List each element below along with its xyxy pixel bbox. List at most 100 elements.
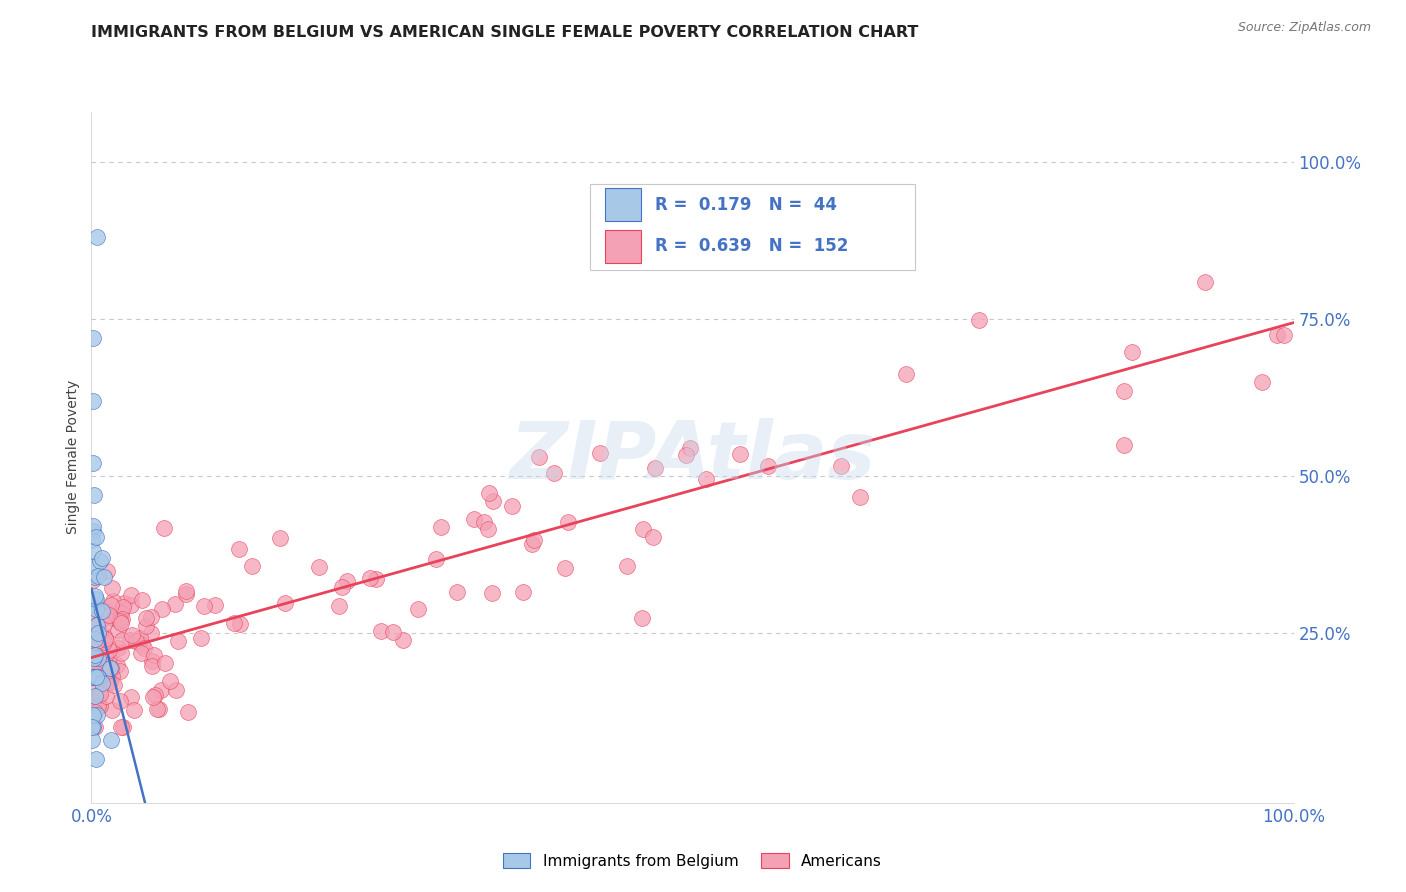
Point: [204, 598, 226, 612]
Point: [94, 649, 117, 664]
Point: [728, 447, 751, 461]
Point: [557, 515, 579, 529]
Point: [336, 574, 359, 589]
Point: [527, 450, 550, 465]
Point: [82, 519, 104, 533]
Point: [153, 521, 176, 535]
Point: [131, 592, 153, 607]
Point: [84, 648, 107, 662]
Point: [84, 720, 107, 734]
Point: [1121, 344, 1143, 359]
Point: [86, 640, 108, 654]
Point: [83, 664, 105, 678]
Point: [849, 490, 872, 504]
Point: [522, 537, 544, 551]
Point: [83, 632, 105, 646]
Point: [308, 560, 330, 574]
Point: [370, 624, 392, 638]
Point: [83, 648, 105, 662]
Point: [141, 655, 163, 669]
Point: [523, 533, 546, 548]
Point: [87, 698, 110, 713]
Point: [644, 461, 666, 475]
Point: [135, 619, 157, 633]
Point: [100, 703, 122, 717]
Point: [84, 618, 107, 632]
Point: [1251, 376, 1274, 390]
Point: [631, 610, 654, 624]
Point: [87, 670, 110, 684]
Point: [616, 559, 638, 574]
Point: [1194, 275, 1216, 289]
Point: [111, 599, 134, 614]
Point: [96, 564, 118, 578]
Bar: [605, 230, 641, 263]
Point: [125, 633, 148, 648]
Point: [149, 683, 172, 698]
Point: [101, 581, 124, 595]
Point: [84, 570, 107, 584]
Point: [193, 599, 215, 614]
Point: [177, 706, 200, 720]
Point: [103, 611, 125, 625]
Point: [100, 661, 122, 675]
Point: [83, 670, 105, 684]
Point: [82, 670, 104, 684]
Point: [100, 661, 122, 675]
Point: [120, 588, 142, 602]
Point: [86, 626, 108, 640]
Point: [82, 609, 104, 624]
Point: [477, 522, 499, 536]
Point: [110, 647, 132, 661]
Point: [93, 570, 115, 584]
Point: [98, 608, 121, 623]
Point: [83, 705, 105, 719]
Text: R =  0.179   N =  44: R = 0.179 N = 44: [655, 196, 837, 214]
Point: [107, 623, 129, 637]
Point: [830, 459, 852, 474]
Point: [103, 678, 125, 692]
Point: [141, 658, 163, 673]
Point: [86, 230, 108, 244]
Point: [132, 641, 155, 656]
Point: [481, 586, 503, 600]
Point: [430, 520, 453, 534]
Point: [554, 561, 576, 575]
Point: [120, 598, 142, 612]
Point: [83, 627, 105, 641]
Point: [110, 615, 132, 630]
Point: [101, 669, 124, 683]
Point: [364, 572, 387, 586]
Point: [501, 499, 523, 513]
Point: [110, 606, 132, 620]
Point: [478, 486, 501, 500]
Point: [273, 596, 295, 610]
Point: [82, 707, 104, 722]
Point: [89, 687, 111, 701]
Point: [83, 689, 105, 703]
Point: [165, 683, 187, 698]
Point: [82, 574, 104, 588]
Text: R =  0.639   N =  152: R = 0.639 N = 152: [655, 237, 849, 255]
Point: [142, 648, 165, 663]
Point: [756, 459, 779, 474]
Point: [84, 752, 107, 766]
Point: [84, 668, 107, 682]
Point: [83, 650, 105, 665]
Point: [86, 670, 108, 684]
Point: [148, 702, 170, 716]
Point: [97, 651, 120, 665]
Point: [675, 448, 697, 462]
Point: [93, 617, 115, 632]
Point: [150, 601, 173, 615]
Point: [269, 531, 291, 545]
Point: [96, 689, 118, 703]
Point: [111, 611, 134, 625]
Point: [392, 632, 415, 647]
Point: [98, 675, 121, 690]
Point: [91, 676, 114, 690]
Point: [139, 626, 162, 640]
Point: [93, 632, 115, 646]
Point: [87, 688, 110, 702]
Point: [512, 585, 534, 599]
